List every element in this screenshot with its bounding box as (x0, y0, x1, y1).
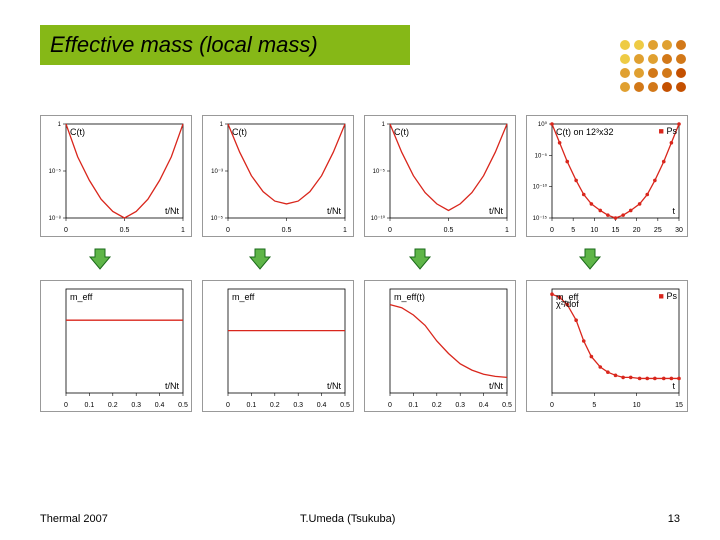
svg-text:0: 0 (64, 227, 68, 234)
x-axis-label: t/Nt (327, 381, 341, 391)
svg-text:10: 10 (590, 227, 598, 234)
svg-text:0: 0 (550, 402, 554, 409)
svg-text:10⁻⁵: 10⁻⁵ (211, 215, 224, 222)
svg-text:10⁻⁵: 10⁻⁵ (535, 152, 548, 159)
chart-panel: 051015m_efft■ Psχ²/dof (526, 280, 688, 412)
svg-text:5: 5 (592, 402, 596, 409)
svg-text:10⁻³: 10⁻³ (211, 169, 223, 175)
svg-text:10⁰: 10⁰ (538, 121, 548, 128)
svg-text:10⁻¹⁵: 10⁻¹⁵ (533, 215, 548, 222)
svg-text:0.5: 0.5 (282, 227, 292, 234)
svg-text:0.4: 0.4 (155, 402, 165, 409)
y-axis-label: C(t) (232, 127, 247, 137)
y-axis-label: C(t) (394, 127, 409, 137)
x-axis-label: t/Nt (165, 381, 179, 391)
svg-text:1: 1 (382, 122, 386, 128)
down-arrow-icon (88, 247, 112, 276)
y-axis-label: m_eff (70, 292, 92, 302)
svg-text:0: 0 (388, 227, 392, 234)
svg-text:10: 10 (633, 402, 641, 409)
chart-panel: 0 0.5 1 1 10⁻³ 10⁻⁵ C(t) t/Nt (202, 115, 354, 237)
corner-decoration (620, 40, 690, 96)
svg-text:10⁻⁵: 10⁻⁵ (49, 168, 62, 175)
svg-text:1: 1 (505, 227, 509, 234)
svg-text:0.5: 0.5 (444, 227, 454, 234)
x-axis-label: t (672, 206, 675, 216)
y-axis-label: C(t) on 12³x32 (556, 127, 614, 137)
bottom-chart-row: 0 0.1 0.2 0.3 0.4 0.5 m_eff t/Nt 0 0.1 0.2 0.3 0.4 0.… (40, 280, 688, 412)
chart-panel: 0 0.5 1 1 10⁻⁵ 10⁻⁸ C(t) t/Nt (40, 115, 192, 237)
svg-text:25: 25 (654, 227, 662, 234)
svg-text:0: 0 (226, 402, 230, 409)
slide-title: Effective mass (local mass) (40, 25, 410, 65)
x-axis-label: t/Nt (327, 206, 341, 216)
down-arrow-icon (408, 247, 432, 276)
svg-text:0.4: 0.4 (317, 402, 327, 409)
svg-text:0: 0 (550, 227, 554, 234)
svg-text:0.5: 0.5 (120, 227, 130, 234)
y-axis-label: C(t) (70, 127, 85, 137)
svg-text:0.1: 0.1 (85, 402, 95, 409)
svg-text:0.3: 0.3 (131, 402, 141, 409)
svg-text:1: 1 (181, 227, 185, 234)
chart-panel: 0 0.1 0.2 0.3 0.4 0.5 m_eff t/Nt (202, 280, 354, 412)
svg-text:0.2: 0.2 (108, 402, 118, 409)
chart-legend: ■ Ps (659, 291, 677, 301)
svg-text:0.4: 0.4 (479, 402, 489, 409)
x-axis-label: t/Nt (165, 206, 179, 216)
chart-panel: 0 0.1 0.2 0.3 0.4 0.5 m_eff t/Nt (40, 280, 192, 412)
svg-text:10⁻⁸: 10⁻⁸ (49, 215, 62, 222)
svg-text:0.5: 0.5 (178, 402, 188, 409)
svg-text:0.1: 0.1 (409, 402, 419, 409)
svg-text:0.2: 0.2 (432, 402, 442, 409)
chart-annotation: χ²/dof (556, 299, 579, 309)
footer-left: Thermal 2007 (40, 513, 108, 525)
down-arrow-icon (578, 247, 602, 276)
svg-text:0: 0 (64, 402, 68, 409)
down-arrow-icon (248, 247, 272, 276)
svg-text:10⁻⁵: 10⁻⁵ (373, 168, 386, 175)
svg-text:1: 1 (343, 227, 347, 234)
chart-panel: 0 5 10 15 20 25 30 10⁰ 10⁻⁵ 10⁻¹⁰ 10⁻¹⁵ C(t) on 12³… (526, 115, 688, 237)
svg-text:0: 0 (226, 227, 230, 234)
footer-center: T.Umeda (Tsukuba) (300, 513, 395, 525)
svg-text:15: 15 (612, 227, 620, 234)
svg-text:0.3: 0.3 (455, 402, 465, 409)
svg-text:1: 1 (220, 122, 224, 128)
svg-text:15: 15 (675, 402, 683, 409)
svg-text:0.3: 0.3 (293, 402, 303, 409)
svg-text:0.5: 0.5 (502, 402, 512, 409)
svg-text:5: 5 (571, 227, 575, 234)
svg-text:0.1: 0.1 (247, 402, 257, 409)
svg-text:30: 30 (675, 227, 683, 234)
svg-text:10⁻¹⁰: 10⁻¹⁰ (371, 215, 386, 222)
svg-text:0.2: 0.2 (270, 402, 280, 409)
chart-panel: 0 0.5 1 1 10⁻⁵ 10⁻¹⁰ C(t) t/Nt (364, 115, 516, 237)
x-axis-label: t (672, 381, 675, 391)
svg-text:10⁻¹⁰: 10⁻¹⁰ (533, 184, 548, 191)
chart-legend: ■ Ps (659, 126, 677, 136)
top-chart-row: 0 0.5 1 1 10⁻⁵ 10⁻⁸ C(t) t/Nt 0 0.5 1 1 10⁻³ 10⁻⁵ C(t)… (40, 115, 688, 237)
svg-text:0.5: 0.5 (340, 402, 350, 409)
svg-text:1: 1 (58, 122, 62, 128)
svg-text:20: 20 (633, 227, 641, 234)
chart-panel: 0 0.1 0.2 0.3 0.4 0.5 m_eff(t) t/Nt (364, 280, 516, 412)
svg-text:0: 0 (388, 402, 392, 409)
x-axis-label: t/Nt (489, 381, 503, 391)
y-axis-label: m_eff(t) (394, 292, 425, 302)
x-axis-label: t/Nt (489, 206, 503, 216)
footer-right: 13 (668, 513, 680, 525)
y-axis-label: m_eff (232, 292, 254, 302)
